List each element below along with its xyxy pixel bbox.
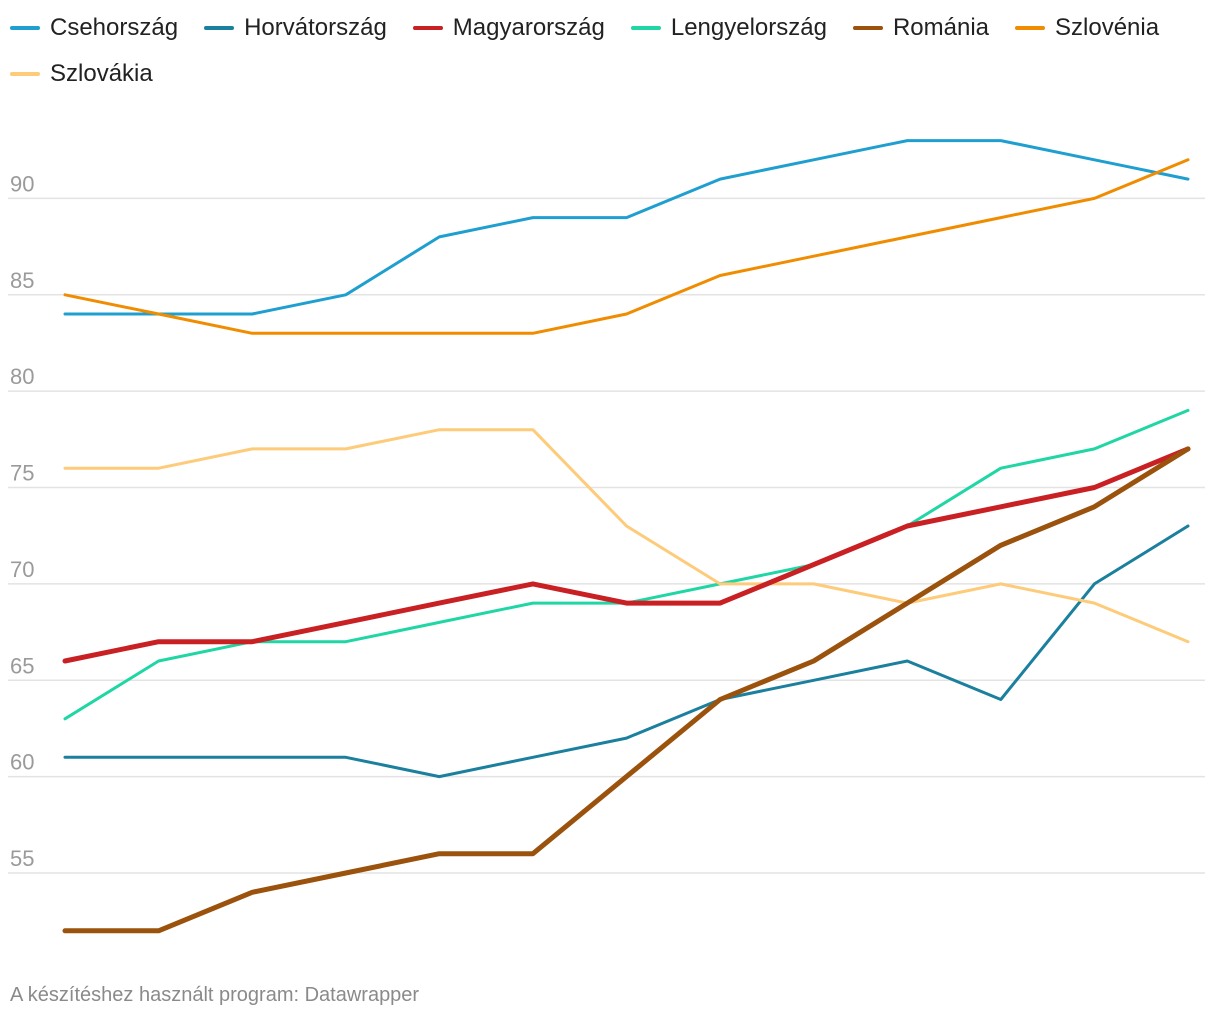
- footer-credit: A készítéshez használt program: Datawrap…: [10, 984, 420, 1006]
- legend-label: Szlovákia: [50, 60, 153, 87]
- y-tick-label: 60: [10, 750, 34, 775]
- chart-legend: Csehország Horvátország Magyarország Lengye…: [10, 12, 1210, 90]
- series-line-szlovakia: [63, 428, 1190, 644]
- series-line-szlovenia: [63, 158, 1190, 335]
- legend-label: Szlovénia: [1055, 14, 1160, 41]
- series-line-horvatorszag: [63, 524, 1190, 779]
- legend-label: Magyarország: [452, 14, 605, 41]
- legend-item-szlovakia: Szlovákia: [10, 58, 153, 90]
- line-chart: 55 60 65 70 75 80 85 90: [8, 139, 1205, 934]
- y-tick-label: 65: [10, 653, 34, 678]
- y-tick-label: 55: [10, 846, 34, 871]
- legend-item-szlovenia: Szlovénia: [1015, 12, 1159, 44]
- grid-lines: [8, 197, 1205, 874]
- legend-swatch: [1015, 26, 1046, 30]
- y-tick-label: 85: [10, 268, 34, 293]
- legend-item-romania: Románia: [852, 12, 990, 44]
- legend-label: Lengyelország: [670, 14, 827, 41]
- legend-item-csehorszag: Csehország: [10, 12, 178, 44]
- y-tick-label: 70: [10, 557, 34, 582]
- series-lines: [62, 139, 1191, 934]
- y-tick-label: 80: [10, 364, 34, 389]
- legend-swatch: [412, 26, 443, 30]
- legend-swatch: [204, 26, 235, 30]
- legend-label: Románia: [892, 14, 990, 41]
- legend-swatch: [10, 26, 40, 30]
- legend-swatch: [630, 26, 661, 30]
- legend-swatch: [852, 26, 883, 30]
- legend-item-lengyelorszag: Lengyelország: [630, 12, 827, 44]
- y-axis: 55 60 65 70 75 80 85 90: [10, 171, 34, 871]
- legend-item-magyarorszag: Magyarország: [412, 12, 605, 44]
- y-tick-label: 90: [10, 171, 34, 196]
- series-line-lengyelorszag: [63, 408, 1190, 721]
- legend-item-horvatorszag: Horvátország: [204, 12, 387, 44]
- legend-label: Csehország: [50, 14, 179, 41]
- legend-swatch: [10, 72, 40, 76]
- series-line-romania: [62, 446, 1191, 934]
- series-line-csehorszag: [63, 139, 1190, 316]
- legend-label: Horvátország: [244, 14, 387, 41]
- y-tick-label: 75: [10, 461, 34, 486]
- series-line-magyarorszag: [62, 446, 1191, 664]
